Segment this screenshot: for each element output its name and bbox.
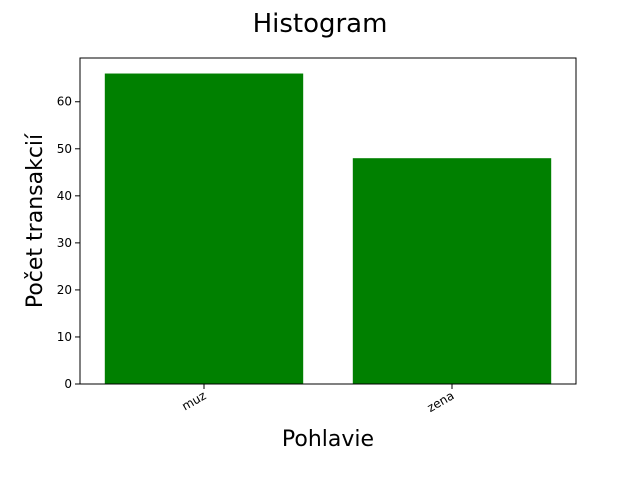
y-tick-label: 60 xyxy=(57,95,72,109)
bar-muz xyxy=(104,73,304,385)
plot-frame xyxy=(79,57,577,385)
y-tick-label: 30 xyxy=(57,236,72,250)
bar-zena xyxy=(352,158,552,384)
y-axis-title: Počet transakcií xyxy=(23,133,48,308)
x-tick-label: zena xyxy=(425,388,457,414)
x-axis-title: Pohlavie xyxy=(282,427,374,452)
x-tick-label: muz xyxy=(179,388,208,413)
y-axis: 0 10 20 30 40 50 60 xyxy=(57,95,80,391)
bars-layer xyxy=(104,73,552,385)
y-tick-label: 10 xyxy=(57,330,72,344)
y-tick-label: 40 xyxy=(57,189,72,203)
x-axis: muz zena xyxy=(179,384,457,415)
y-tick-label: 0 xyxy=(64,377,72,391)
y-tick-label: 20 xyxy=(57,283,72,297)
chart-title: Histogram xyxy=(253,9,388,39)
y-tick-label: 50 xyxy=(57,142,72,156)
